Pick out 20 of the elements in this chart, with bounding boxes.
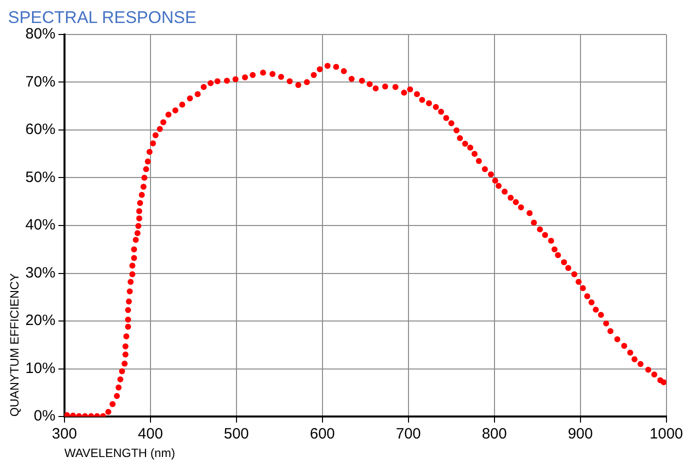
x-tick-label: 400	[138, 426, 163, 443]
y-tick-label: 60%	[25, 121, 56, 138]
y-tick-label: 20%	[25, 312, 56, 330]
x-axis-title: WAVELENGTH (nm)	[64, 446, 176, 460]
chart-title: SPECTRAL RESPONSE	[8, 8, 196, 27]
x-tick-label: 800	[482, 426, 507, 443]
y-tick-label: 30%	[25, 264, 56, 282]
x-tick-label: 1000	[650, 426, 684, 443]
x-tick-label: 700	[396, 426, 421, 443]
y-axis-title: QUANYTUM EFFICIENCY	[8, 273, 22, 417]
x-tick-label: 600	[310, 426, 335, 443]
y-tick-label: 10%	[25, 360, 56, 377]
y-tick-label: 70%	[25, 73, 56, 90]
x-tick-label: 900	[568, 426, 593, 443]
y-tick-label: 0%	[34, 408, 56, 425]
y-tick-label: 40%	[25, 216, 56, 234]
y-tick-label: 50%	[25, 168, 56, 186]
x-tick-label: 500	[224, 426, 249, 443]
y-tick-label: 80%	[25, 26, 56, 43]
x-tick-label: 300	[52, 426, 77, 443]
